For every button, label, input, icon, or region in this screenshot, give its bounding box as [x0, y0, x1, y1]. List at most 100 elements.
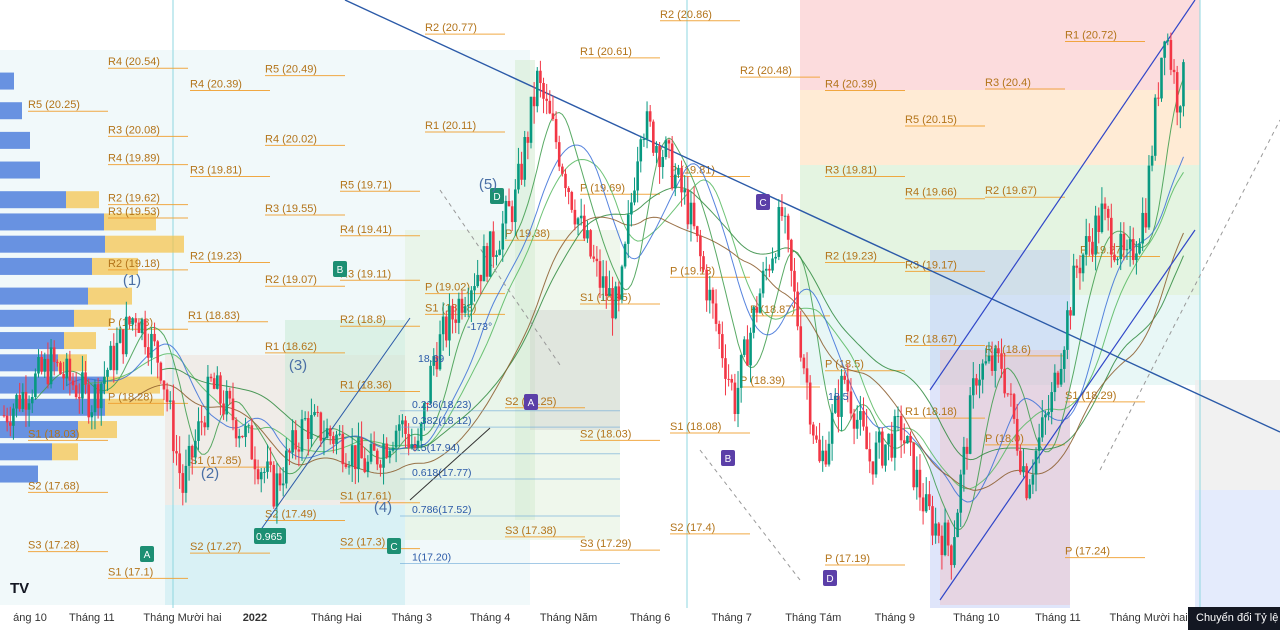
candle-body — [532, 96, 536, 107]
pivot-label: R3 (19.11) — [340, 268, 391, 280]
candle-body — [539, 70, 542, 83]
candle-body — [724, 358, 727, 379]
candle-body — [746, 339, 749, 366]
candle-body — [59, 362, 62, 374]
candle-body — [507, 201, 511, 207]
candle-body — [1044, 414, 1047, 418]
candle-body — [234, 420, 238, 439]
candle-body — [426, 403, 429, 405]
logo-text: TV — [10, 580, 29, 597]
candle-body — [833, 395, 837, 413]
candle-body — [843, 375, 846, 380]
candle-body — [680, 167, 683, 193]
candle-body — [1037, 437, 1041, 451]
pivot-label: R2 (19.23) — [190, 250, 242, 262]
candle-body — [222, 403, 225, 415]
candle-body — [1157, 97, 1160, 99]
pivot-label: R2 (18.8) — [340, 314, 386, 326]
pivot-label: R2 (20.48) — [740, 65, 792, 77]
candle-body — [661, 157, 665, 168]
pattern-point-label: D — [826, 574, 833, 585]
candle-body — [172, 400, 175, 452]
pivot-label: R5 (20.25) — [28, 99, 80, 111]
volume-bar — [0, 131, 30, 149]
convert-scale-button[interactable]: Chuyển đổi Tỷ lệ thang — [1188, 607, 1280, 630]
pivot-label: S3 (17.38) — [505, 525, 556, 537]
candle-body — [137, 322, 141, 333]
candle-body — [827, 443, 831, 465]
candle-body — [344, 464, 348, 467]
candle-body — [570, 192, 574, 210]
candle-body — [692, 202, 696, 227]
volume-bar — [0, 287, 88, 305]
pivot-label: P (19.13) — [670, 265, 715, 277]
candle-body — [99, 383, 103, 409]
candle-body — [338, 433, 341, 435]
candle-body — [805, 368, 809, 383]
candle-body — [975, 378, 978, 386]
candle-body — [774, 256, 777, 259]
candle-body — [783, 215, 787, 217]
candle-body — [912, 442, 915, 488]
candle-body — [5, 415, 9, 423]
pivot-label: R2 (19.62) — [108, 193, 160, 205]
candle-body — [197, 421, 200, 441]
candle-body — [256, 469, 260, 480]
fib-label: 0.786(17.52) — [412, 504, 472, 516]
candle-body — [1084, 236, 1088, 255]
pivot-label: R3 (19.55) — [265, 203, 317, 215]
price-chart[interactable]: R5 (20.25) R4 (19.89) R3 (19.53) R2 (19.18)… — [0, 0, 1280, 608]
volume-bar-secondary — [88, 287, 132, 305]
volume-bar-secondary — [66, 191, 99, 209]
candle-body — [683, 189, 686, 193]
candle-body — [18, 394, 21, 409]
candle-body — [595, 258, 599, 262]
candle-body — [1088, 236, 1091, 242]
candle-body — [125, 316, 128, 355]
pattern-point-label: C — [390, 542, 397, 553]
volume-bar — [0, 443, 52, 461]
candle-body — [385, 443, 388, 458]
candle-body — [228, 390, 232, 399]
candle-body — [150, 333, 153, 358]
candle-body — [1166, 40, 1170, 42]
pivot-label: R3 (19.17) — [905, 259, 957, 271]
candle-body — [1160, 57, 1163, 99]
candle-body — [357, 437, 360, 470]
candle-body — [852, 413, 856, 429]
x-axis-tick-label: 2022 — [242, 612, 268, 624]
candle-body — [620, 266, 624, 300]
candle-body — [30, 396, 34, 404]
candle-body — [332, 436, 335, 444]
pivot-label: R1 (20.72) — [1065, 30, 1117, 42]
candle-body — [448, 305, 451, 341]
candle-body — [573, 209, 577, 225]
x-axis-tick-label: Tháng Năm — [539, 612, 598, 624]
candle-body — [887, 433, 890, 445]
candle-body — [736, 387, 740, 414]
candle-body — [862, 411, 865, 427]
annotation-label: -173° — [467, 321, 492, 333]
candle-body — [250, 425, 254, 460]
candle-body — [978, 379, 981, 386]
pivot-label: S1 (18.29) — [1065, 390, 1116, 402]
candle-body — [504, 201, 508, 224]
candle-body — [648, 111, 652, 122]
candle-body — [319, 412, 323, 441]
candle-body — [1172, 69, 1176, 73]
candle-body — [840, 375, 843, 417]
tradingview-logo-icon: TV — [10, 580, 29, 597]
candle-body — [131, 318, 134, 325]
candle-body — [1015, 418, 1019, 451]
volume-bar-secondary — [74, 309, 111, 327]
volume-bar — [0, 235, 105, 253]
candle-body — [874, 442, 878, 475]
candle-body — [561, 166, 564, 174]
candle-body — [52, 347, 56, 362]
x-axis-tick-label: Tháng Hai — [311, 612, 362, 624]
candle-body — [1034, 450, 1038, 475]
candle-body — [1135, 253, 1138, 261]
pattern-point-label: A — [144, 550, 151, 561]
pivot-label: R1 (18.36) — [340, 379, 392, 391]
